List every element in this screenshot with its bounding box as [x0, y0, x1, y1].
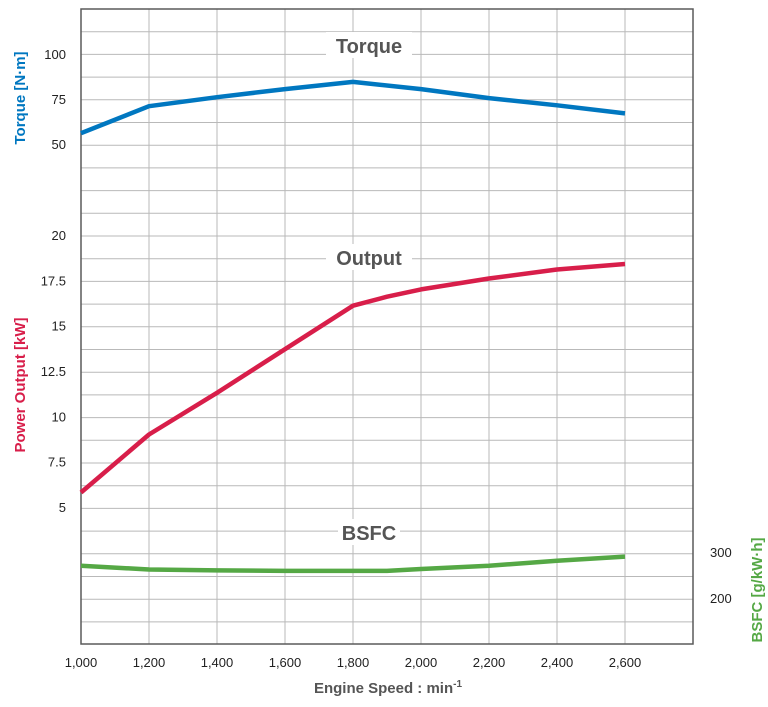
x-tick-label: 1,800	[337, 655, 370, 670]
output-curve-label-background	[326, 244, 412, 270]
x-axis-title: Engine Speed : min-1	[314, 679, 463, 697]
power-tick-label: 17.5	[41, 273, 66, 288]
power-tick-label: 15	[52, 319, 66, 334]
x-tick-label: 1,600	[269, 655, 302, 670]
bsfc-curve-label: BSFC	[342, 523, 396, 545]
bsfc-tick-label: 200	[710, 591, 732, 606]
x-tick-label: 2,600	[609, 655, 642, 670]
x-tick-label: 2,200	[473, 655, 506, 670]
x-tick-label: 1,000	[65, 655, 98, 670]
x-tick-label: 2,000	[405, 655, 438, 670]
torque-tick-label: 75	[52, 92, 66, 107]
power-tick-label: 20	[52, 228, 66, 243]
bsfc-line	[80, 554, 626, 574]
power-tick-label: 12.5	[41, 364, 66, 379]
plot-frame	[80, 8, 694, 645]
tick-labels: 1,000 1,200 1,400 1,600 1,800 2,000 2,200 2,400…	[41, 47, 732, 670]
bsfc-curve-label-background	[338, 519, 400, 545]
output-line	[79, 261, 626, 495]
torque-axis-title: Torque [N·m]	[12, 51, 29, 144]
torque-tick-label: 50	[52, 137, 66, 152]
power-tick-label: 7.5	[48, 455, 66, 470]
curve-labels: Torque Output BSFC	[326, 32, 412, 545]
power-tick-label: 5	[59, 500, 66, 515]
x-tick-label: 1,400	[201, 655, 234, 670]
torque-line	[80, 79, 626, 136]
power-tick-label: 10	[52, 409, 66, 424]
power-axis-title: Power Output [kW]	[12, 318, 29, 453]
series-lines	[79, 79, 626, 574]
output-curve-label: Output	[336, 248, 402, 270]
bsfc-tick-label: 300	[710, 545, 732, 560]
bsfc-axis-title: BSFC [g/kW·h]	[749, 538, 766, 643]
torque-curve-label: Torque	[336, 36, 402, 58]
x-tick-label: 1,200	[133, 655, 166, 670]
torque-curve-label-background	[326, 32, 412, 58]
x-tick-label: 2,400	[541, 655, 574, 670]
torque-tick-label: 100	[44, 47, 66, 62]
